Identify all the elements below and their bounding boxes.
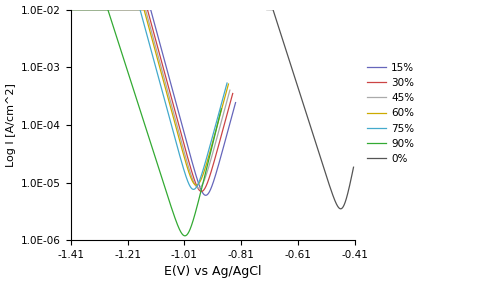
0% bbox=[349, 174, 355, 177]
X-axis label: E(V) vs Ag/AgCl: E(V) vs Ag/AgCl bbox=[164, 266, 262, 278]
60% bbox=[128, 8, 134, 11]
Line: 75%: 75% bbox=[70, 10, 227, 189]
15% bbox=[232, 101, 238, 104]
75% bbox=[68, 8, 73, 11]
15% bbox=[86, 8, 92, 11]
30% bbox=[198, 190, 204, 193]
90% bbox=[199, 185, 205, 188]
Line: 60%: 60% bbox=[70, 10, 229, 185]
60% bbox=[68, 8, 73, 11]
45% bbox=[136, 8, 141, 11]
0% bbox=[340, 206, 345, 209]
Line: 90%: 90% bbox=[70, 10, 222, 236]
45% bbox=[224, 100, 230, 103]
Y-axis label: Log I [A/cm^2]: Log I [A/cm^2] bbox=[6, 83, 16, 167]
Line: 45%: 45% bbox=[70, 10, 230, 188]
30% bbox=[230, 92, 235, 95]
0% bbox=[350, 166, 356, 169]
90% bbox=[216, 119, 222, 122]
Line: 0%: 0% bbox=[267, 10, 354, 209]
30% bbox=[68, 8, 73, 11]
45% bbox=[206, 162, 212, 166]
0% bbox=[274, 20, 280, 23]
30% bbox=[96, 8, 102, 11]
90% bbox=[126, 72, 132, 76]
30% bbox=[209, 167, 215, 170]
45% bbox=[227, 88, 233, 92]
60% bbox=[86, 8, 91, 11]
90% bbox=[132, 93, 138, 96]
60% bbox=[206, 156, 212, 159]
75% bbox=[204, 154, 210, 158]
75% bbox=[190, 188, 196, 191]
45% bbox=[86, 8, 92, 11]
15% bbox=[138, 8, 144, 11]
Line: 15%: 15% bbox=[70, 10, 235, 195]
0% bbox=[297, 92, 303, 96]
Line: 30%: 30% bbox=[70, 10, 233, 191]
60% bbox=[194, 183, 200, 187]
45% bbox=[196, 186, 202, 190]
75% bbox=[95, 8, 101, 11]
15% bbox=[230, 113, 235, 116]
45% bbox=[128, 8, 134, 11]
75% bbox=[224, 81, 230, 85]
75% bbox=[221, 93, 227, 96]
60% bbox=[135, 8, 141, 11]
30% bbox=[86, 8, 92, 11]
0% bbox=[279, 36, 285, 39]
0% bbox=[338, 207, 344, 210]
75% bbox=[86, 8, 91, 11]
0% bbox=[264, 8, 270, 11]
60% bbox=[95, 8, 101, 11]
0% bbox=[301, 104, 307, 108]
Legend: 15%, 30%, 45%, 60%, 75%, 90%, 0%: 15%, 30%, 45%, 60%, 75%, 90%, 0% bbox=[363, 59, 418, 168]
60% bbox=[222, 94, 228, 97]
45% bbox=[96, 8, 102, 11]
90% bbox=[182, 234, 188, 237]
90% bbox=[85, 8, 91, 11]
15% bbox=[96, 8, 102, 11]
30% bbox=[137, 8, 143, 11]
90% bbox=[94, 8, 100, 11]
30% bbox=[130, 8, 136, 11]
30% bbox=[226, 103, 232, 107]
60% bbox=[226, 82, 232, 86]
75% bbox=[134, 8, 140, 11]
15% bbox=[212, 176, 218, 180]
90% bbox=[218, 107, 224, 110]
15% bbox=[202, 194, 208, 197]
45% bbox=[68, 8, 73, 11]
15% bbox=[68, 8, 73, 11]
15% bbox=[131, 8, 137, 11]
90% bbox=[68, 8, 73, 11]
75% bbox=[128, 8, 134, 11]
